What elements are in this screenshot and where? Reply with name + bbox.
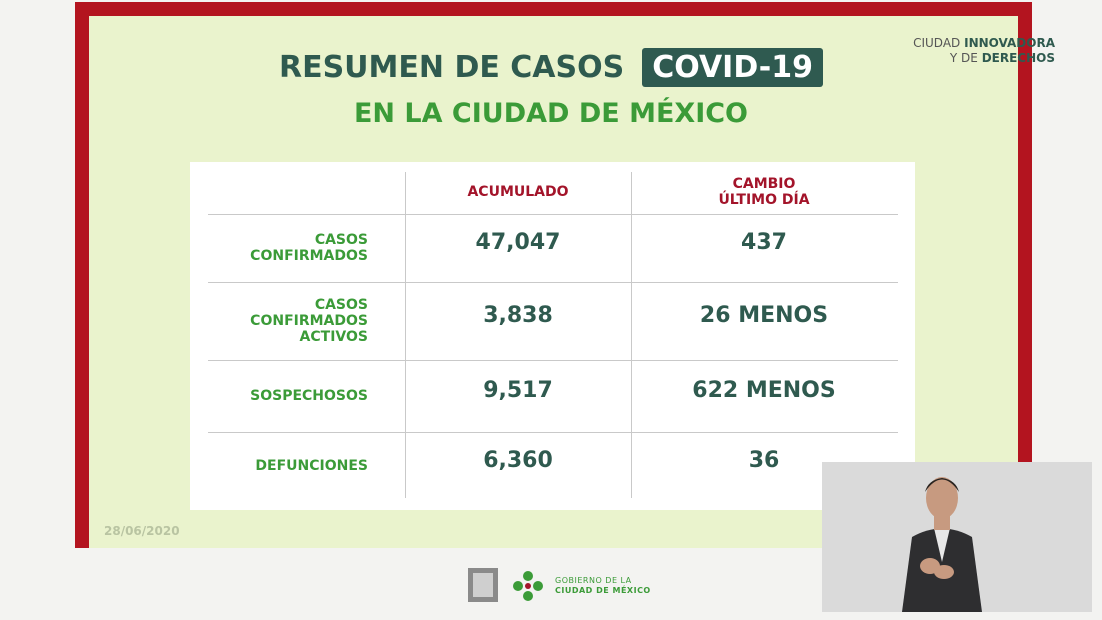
brand-text: INNOVADORA bbox=[964, 36, 1055, 50]
table-cell: 6,360 bbox=[483, 447, 553, 473]
table-cell: 36 bbox=[748, 447, 780, 473]
crest-inner bbox=[473, 573, 493, 597]
column-header: ACUMULADO bbox=[405, 172, 631, 212]
row-label: SOSPECHOSOS bbox=[168, 360, 368, 432]
branding: CIUDAD INNOVADORA Y DE DERECHOS bbox=[880, 36, 1055, 66]
column-header: CAMBIO ÚLTIMO DÍA bbox=[631, 172, 897, 212]
row-label-line: ACTIVOS bbox=[299, 329, 368, 345]
column-divider bbox=[405, 172, 406, 498]
row-divider bbox=[208, 360, 898, 361]
row-divider bbox=[208, 214, 898, 215]
column-header-line: ACUMULADO bbox=[467, 184, 569, 200]
footer-logos bbox=[468, 568, 543, 602]
interpreter-video bbox=[822, 462, 1092, 612]
title: RESUMEN DE CASOS COVID-19 bbox=[0, 48, 1102, 87]
row-divider bbox=[208, 432, 898, 433]
row-label: DEFUNCIONES bbox=[168, 432, 368, 500]
row-label-line: DEFUNCIONES bbox=[255, 458, 368, 474]
brand-text: Y DE bbox=[949, 51, 978, 65]
interpreter bbox=[822, 462, 1092, 612]
date: 28/06/2020 bbox=[104, 524, 180, 538]
table-cell: 47,047 bbox=[475, 229, 561, 255]
badge: COVID-19 bbox=[642, 48, 823, 87]
table-cell: 26 MENOS bbox=[699, 302, 829, 328]
subtitle: EN LA CIUDAD DE MÉXICO bbox=[353, 98, 749, 129]
table-cell: 437 bbox=[741, 229, 787, 255]
table-panel bbox=[190, 162, 915, 510]
cdmx-logo bbox=[513, 571, 543, 601]
table-cell: 9,517 bbox=[483, 377, 553, 403]
column-divider bbox=[631, 172, 632, 498]
row-label-line: CASOS bbox=[314, 297, 368, 313]
row-label: CASOS CONFIRMADOS ACTIVOS bbox=[168, 282, 368, 360]
column-header-line: CAMBIO bbox=[732, 176, 796, 192]
footer-line: GOBIERNO DE LA bbox=[555, 576, 632, 585]
table-cell: 622 MENOS bbox=[692, 377, 836, 403]
brand-text: CIUDAD bbox=[913, 36, 961, 50]
row-label: CASOS CONFIRMADOS bbox=[168, 214, 368, 282]
row-label-line: SOSPECHOSOS bbox=[250, 388, 368, 404]
title-text: RESUMEN DE CASOS bbox=[278, 50, 625, 85]
row-label-line: CONFIRMADOS bbox=[250, 313, 368, 329]
brand-text: DERECHOS bbox=[981, 51, 1055, 65]
footer-text: GOBIERNO DE LA CIUDAD DE MÉXICO bbox=[555, 576, 651, 596]
table-cell: 3,838 bbox=[483, 302, 553, 328]
footer-line: CIUDAD DE MÉXICO bbox=[555, 586, 651, 595]
row-label-line: CONFIRMADOS bbox=[250, 248, 368, 264]
row-label-line: CASOS bbox=[314, 232, 368, 248]
column-header-line: ÚLTIMO DÍA bbox=[718, 192, 810, 208]
row-divider bbox=[208, 282, 898, 283]
